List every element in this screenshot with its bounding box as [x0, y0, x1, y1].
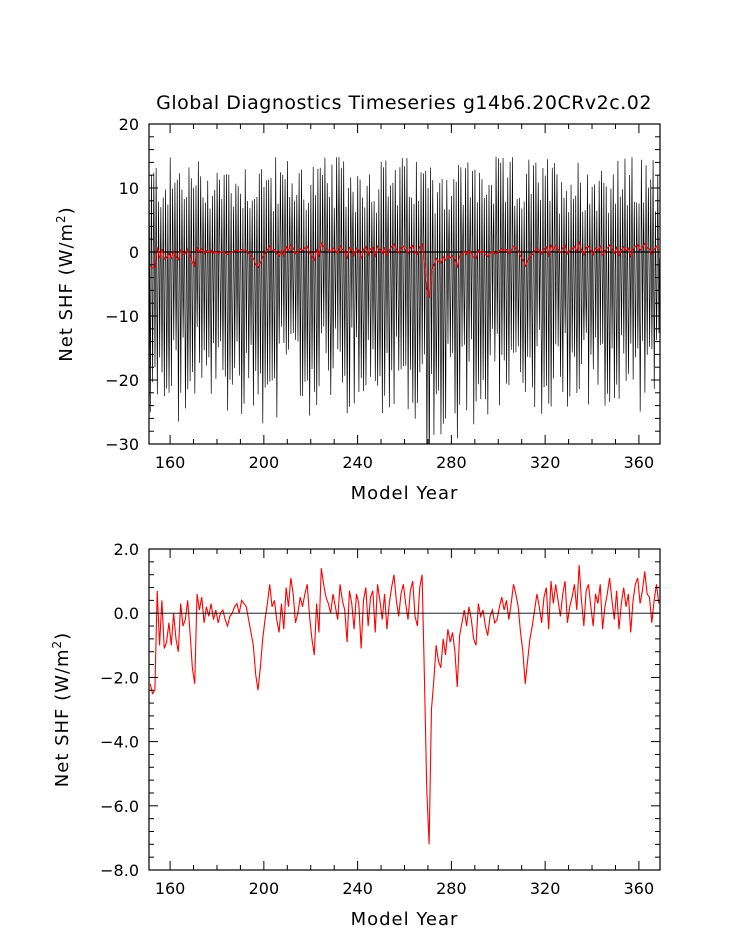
x-tick-label: 240 [342, 879, 373, 898]
y-tick-label: −4.0 [100, 733, 139, 752]
y-tick-label: −20 [105, 371, 139, 390]
top-panel: 160 200 240 280 320 360 −30 −20 −10 0 10 20 Model Ye… [54, 115, 661, 504]
y-axis-label: Net SHF (W/m2) [54, 206, 77, 361]
chart-title: Global Diagnostics Timeseries g14b6.20CR… [156, 92, 652, 114]
x-tick-label: 280 [436, 453, 467, 472]
x-tick-label: 200 [249, 453, 280, 472]
monthly-series-line [149, 156, 660, 444]
y-axis-label: Net SHF (W/m2) [50, 632, 73, 787]
x-tick-label: 360 [624, 453, 655, 472]
x-tick-label: 320 [530, 453, 561, 472]
x-tick-label: 320 [530, 879, 561, 898]
y-tick-label: −6.0 [100, 797, 139, 816]
y-tick-label: 2.0 [114, 540, 139, 559]
plot-area [149, 565, 660, 845]
x-tick-label: 160 [155, 453, 186, 472]
y-tick-label: −8.0 [100, 861, 139, 880]
y-tick-label: −10 [105, 307, 139, 326]
bottom-panel: 160 200 240 280 320 360 −8.0 −6.0 −4.0 −2.0 0.0 2.0… [50, 540, 661, 930]
y-tick-label: 0 [129, 243, 139, 262]
x-axis-label: Model Year [351, 909, 459, 930]
y-tick-label: 0.0 [114, 604, 139, 623]
x-tick-label: 200 [249, 879, 280, 898]
x-tick-label: 240 [342, 453, 373, 472]
y-tick-label: −2.0 [100, 668, 139, 687]
annual-mean-series-line [149, 565, 660, 845]
x-tick-label: 160 [155, 879, 186, 898]
annual-mean-series-line [149, 240, 660, 299]
x-tick-label: 280 [436, 879, 467, 898]
y-tick-label: 20 [119, 115, 139, 134]
x-axis-label: Model Year [351, 483, 459, 504]
x-tick-label: 360 [624, 879, 655, 898]
y-tick-label: 10 [119, 179, 139, 198]
y-tick-label: −30 [105, 435, 139, 454]
plot-area [149, 156, 660, 444]
